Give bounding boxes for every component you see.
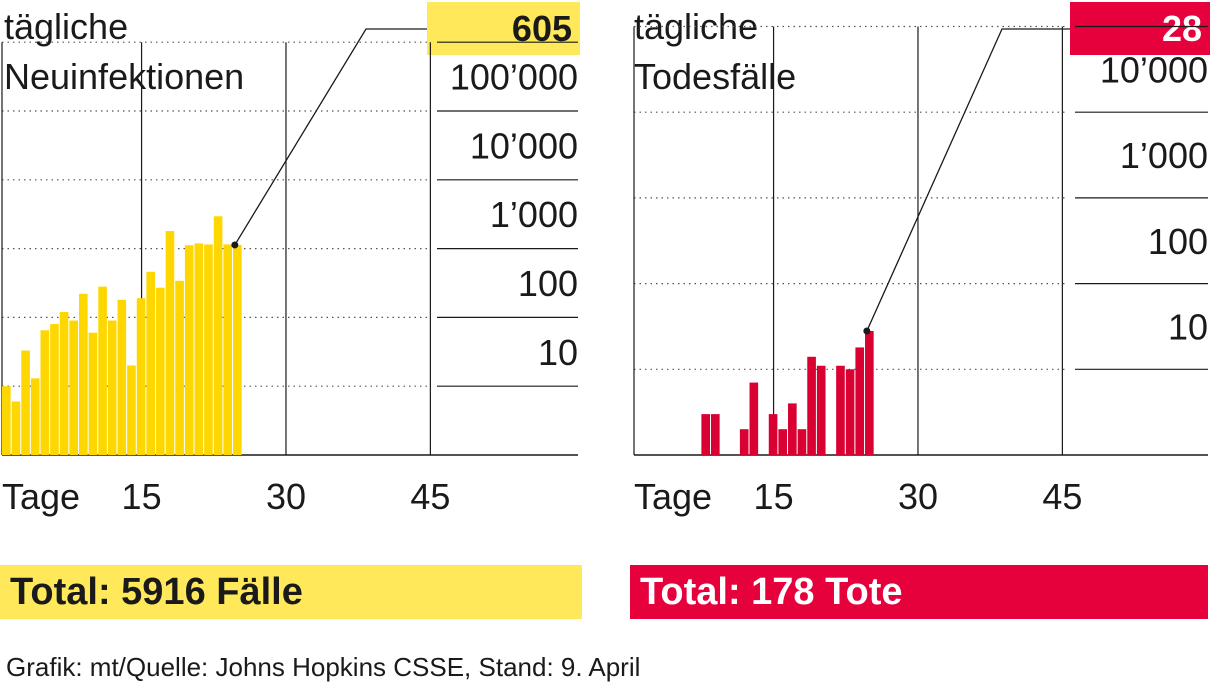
bar [204, 244, 213, 455]
deaths-total-label: Total: 178 Tote [640, 571, 903, 613]
bar [59, 311, 69, 455]
y-tick-label: 1’000 [490, 194, 578, 235]
y-tick-label: 100 [1148, 221, 1208, 262]
deaths-highlight-badge: 28 [1070, 2, 1210, 55]
deaths-highlight-value: 28 [1161, 8, 1202, 49]
bar [701, 414, 711, 455]
bar [711, 414, 720, 455]
bar [88, 332, 98, 455]
cases-chart: 10 100 1’000 10’000 100’000 Tage 15 30 45 [1, 28, 578, 517]
bar [156, 287, 165, 455]
x-tick-label: 45 [1042, 476, 1082, 517]
bar [213, 216, 223, 455]
bar [778, 429, 788, 455]
cases-total-bar: Total: 5916 Fälle [0, 565, 582, 619]
highlight-dot [863, 327, 871, 335]
source-note: Grafik: mt/Quelle: Johns Hopkins CSSE, S… [6, 652, 641, 682]
y-tick-label: 1’000 [1120, 135, 1208, 176]
deaths-total-bar: Total: 178 Tote [630, 565, 1208, 619]
cases-chart-title: tägliche Neuinfektionen [4, 6, 245, 97]
bar [107, 320, 117, 455]
bar [40, 330, 50, 455]
bar [855, 347, 865, 455]
bar [127, 365, 136, 455]
bar [98, 286, 107, 455]
x-tick-label: 30 [898, 476, 938, 517]
x-tick-label: 45 [410, 476, 450, 517]
y-tick-label: 100 [518, 263, 578, 304]
bar [807, 356, 816, 455]
deaths-chart-title: tägliche Todesfälle [634, 6, 797, 97]
y-tick-label: 100’000 [450, 57, 578, 98]
bar [184, 245, 194, 455]
x-axis-label: Tage [2, 476, 80, 517]
bar [816, 365, 826, 455]
bar [739, 429, 749, 455]
y-tick-label: 10’000 [1100, 49, 1208, 90]
bar [175, 280, 184, 455]
bar [845, 369, 855, 455]
bar [69, 320, 79, 455]
bar [797, 429, 807, 455]
highlight-leader-line [234, 28, 427, 246]
cases-panel: tägliche Neuinfektionen 605 10 100 1’000 10… [0, 0, 582, 625]
bar [146, 271, 156, 455]
bar [223, 244, 233, 455]
x-tick-label: 15 [122, 476, 162, 517]
x-tick-label: 15 [754, 476, 794, 517]
y-tick-label: 10 [1168, 306, 1208, 347]
bar [768, 414, 778, 455]
bar [865, 330, 874, 455]
bar [788, 403, 797, 455]
bar [50, 324, 59, 455]
bar [21, 350, 30, 455]
x-axis-label: Tage [634, 476, 712, 517]
highlight-dot [231, 241, 239, 249]
bar [136, 298, 146, 455]
bar [30, 378, 40, 455]
x-tick-label: 30 [266, 476, 306, 517]
bar [165, 231, 175, 455]
y-tick-label: 10’000 [470, 125, 578, 166]
bar [194, 243, 204, 455]
bar [233, 244, 242, 455]
bar [117, 299, 127, 455]
bar [11, 401, 21, 455]
highlight-leader-line [866, 28, 1070, 332]
bar [749, 382, 759, 455]
deaths-chart: 10 100 1’000 10’000 Tage 15 30 45 [633, 25, 1208, 517]
cases-total-label: Total: 5916 Fälle [10, 571, 303, 613]
bar [836, 365, 845, 455]
y-tick-label: 10 [538, 332, 578, 373]
bar [2, 386, 11, 455]
bar [79, 293, 88, 455]
deaths-panel: tägliche Todesfälle 28 10 100 1’000 10’000 T… [630, 0, 1210, 625]
